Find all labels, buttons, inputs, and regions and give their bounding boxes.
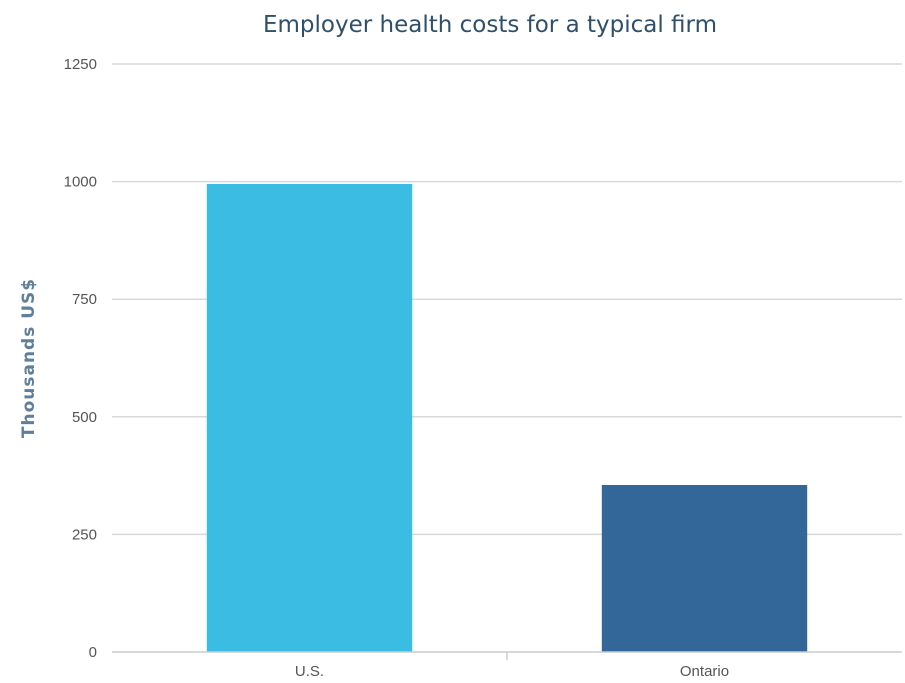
bars [206,183,808,652]
y-tick-label: 0 [89,644,97,661]
y-axis-label: Thousands US$ [19,278,39,438]
chart-title: Employer health costs for a typical firm [263,12,717,38]
x-tick-label: U.S. [295,663,324,680]
bar-ontario [601,485,808,652]
x-tick-label: Ontario [680,663,729,680]
y-tick-labels: 0 250 500 750 1000 1250 [64,56,97,661]
y-tick-label: 1000 [64,174,97,191]
y-tick-label: 1250 [64,56,97,73]
x-tick-labels: U.S. Ontario [295,663,729,680]
y-tick-label: 500 [72,409,97,426]
bar-u-s [206,183,413,652]
x-axis [112,651,902,660]
y-tick-label: 250 [72,526,97,543]
y-tick-label: 750 [72,291,97,308]
